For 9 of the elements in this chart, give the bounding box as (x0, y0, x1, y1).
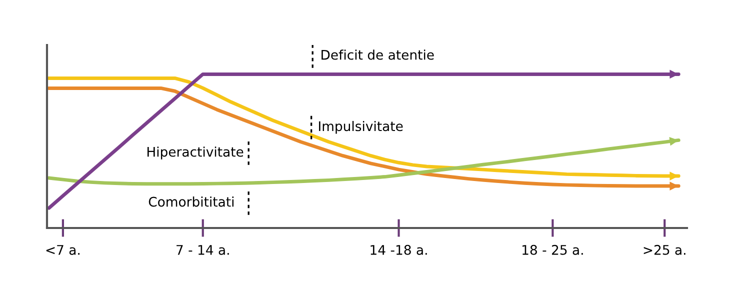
text: Deficit de atentie (322, 50, 434, 60)
x-tick-label: >25 a. (644, 244, 686, 255)
annotation: Impulsivitate (319, 120, 403, 134)
x-tick-label: 14 -18 a. (370, 244, 427, 255)
x-tick-label: 18 - 25 a. (522, 244, 583, 255)
x-tick-label: <7 a. (46, 245, 80, 255)
x-tick-label: 7 - 14 a. (176, 245, 229, 255)
annotation: Hiperactivitate (147, 146, 244, 160)
annotation: Comorbititati (148, 196, 234, 207)
